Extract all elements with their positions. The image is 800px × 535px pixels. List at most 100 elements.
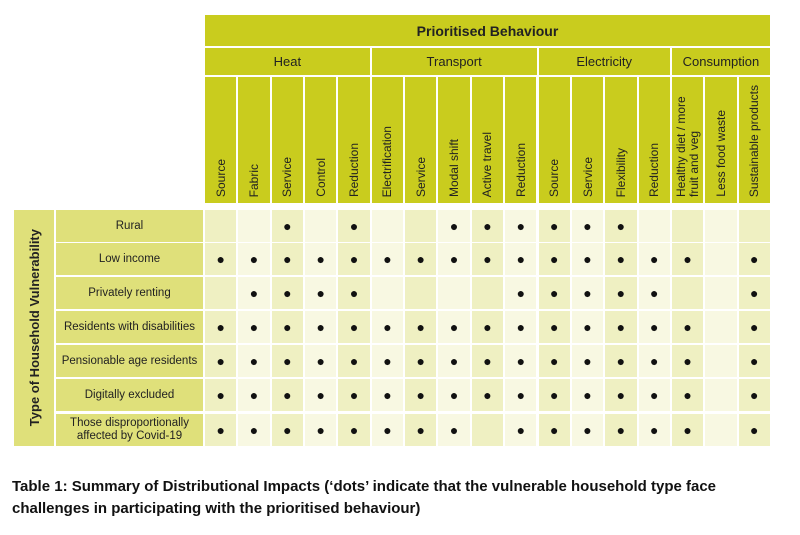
table-cell: ● [738, 345, 770, 377]
table-title: Prioritised Behaviour [416, 22, 559, 39]
impact-dot: ● [616, 251, 626, 267]
impact-dot: ● [683, 353, 692, 369]
impact-dot: ● [649, 422, 659, 438]
impact-dot: ● [249, 285, 259, 301]
column-header: Sustainable products [738, 77, 770, 203]
impact-dot: ● [750, 285, 759, 301]
impact-dot: ● [283, 218, 292, 234]
column-header-label: Source [213, 158, 228, 197]
impact-dot: ● [549, 353, 559, 369]
impact-dot: ● [516, 218, 526, 234]
table-cell: ● [438, 311, 470, 343]
row-label: Those disproportionally affected by Covi… [70, 417, 189, 442]
table-cell: ● [405, 311, 437, 343]
table-cell: ● [571, 311, 604, 343]
table-cell: ● [305, 414, 337, 446]
column-header-label: Flexibility [613, 147, 628, 197]
impact-dot: ● [349, 251, 359, 267]
column-header: Control [305, 77, 337, 203]
impact-dot: ● [283, 251, 292, 267]
impact-dot: ● [583, 353, 592, 369]
impact-dot: ● [750, 387, 759, 403]
table-cell: ● [638, 414, 670, 446]
table-cell: ● [205, 243, 237, 275]
table-cell: ● [238, 345, 270, 377]
table-cell [205, 210, 237, 242]
column-header-label: Active travel [480, 131, 495, 197]
column-header-label: Source [547, 158, 562, 197]
table-cell: ● [571, 210, 604, 242]
impact-dot: ● [483, 387, 492, 403]
column-header: Reduction [338, 77, 370, 203]
column-header: Less food waste [705, 77, 737, 203]
table-cell [671, 210, 704, 242]
impact-dot: ● [416, 251, 425, 267]
table-cell: ● [271, 379, 304, 411]
table-cell [371, 277, 404, 309]
table-cell: ● [738, 311, 770, 343]
row-label-cell: Low income [56, 243, 203, 275]
impact-dot: ● [449, 422, 459, 438]
table-cell: ● [738, 414, 770, 446]
table-cell: ● [338, 414, 370, 446]
impact-dot: ● [583, 218, 592, 234]
impact-dot: ● [216, 422, 225, 438]
column-header-label: Service [580, 156, 595, 197]
table-cell [705, 414, 737, 446]
table-caption: Table 1: Summary of Distributional Impac… [12, 478, 717, 517]
table-cell: ● [505, 277, 537, 309]
table-cell: ● [371, 311, 404, 343]
impact-dot: ● [249, 422, 259, 438]
table-cell [371, 210, 404, 242]
impact-dot: ● [516, 251, 526, 267]
impact-dot: ● [583, 251, 592, 267]
impact-dot: ● [283, 353, 292, 369]
table-cell: ● [371, 414, 404, 446]
table-cell [238, 210, 270, 242]
table-cell: ● [671, 379, 704, 411]
table-cell: ● [538, 210, 570, 242]
impact-dot: ● [349, 218, 359, 234]
impact-dot: ● [283, 319, 292, 335]
table-title-cell: Prioritised Behaviour [205, 15, 770, 46]
impact-dot: ● [216, 319, 225, 335]
side-title-cell: Type of Household Vulnerability [14, 210, 54, 446]
table-cell: ● [338, 345, 370, 377]
table-cell [705, 277, 737, 309]
column-header-label: Service [413, 156, 428, 197]
table-cell: ● [638, 311, 670, 343]
table-cell: ● [305, 243, 337, 275]
column-header-label: Reduction [347, 142, 362, 197]
impact-dot: ● [283, 285, 292, 301]
table-cell: ● [338, 210, 370, 242]
table-cell: ● [571, 414, 604, 446]
table-cell: ● [271, 311, 304, 343]
impact-dot: ● [416, 319, 425, 335]
table-cell: ● [271, 210, 304, 242]
impact-dot: ● [316, 285, 325, 301]
impact-dot: ● [616, 285, 626, 301]
impact-dot: ● [349, 387, 359, 403]
table-cell: ● [738, 243, 770, 275]
impact-dot: ● [683, 422, 692, 438]
column-header: Healthy diet / more fruit and veg [671, 77, 704, 203]
table-cell: ● [605, 277, 637, 309]
table-cell: ● [271, 345, 304, 377]
impact-dot: ● [549, 387, 559, 403]
table-cell: ● [405, 379, 437, 411]
group-header-label: Heat [273, 54, 302, 69]
impact-dot: ● [349, 353, 359, 369]
row-label-cell: Those disproportionally affected by Covi… [56, 414, 203, 446]
impact-dot: ● [216, 251, 225, 267]
impact-dot: ● [583, 285, 592, 301]
impact-dot: ● [383, 319, 392, 335]
table-cell: ● [505, 243, 537, 275]
table-cell: ● [205, 311, 237, 343]
impact-dot: ● [649, 387, 659, 403]
column-header-label: Electrification [380, 125, 395, 197]
table-cell: ● [238, 243, 270, 275]
impact-dot: ● [616, 422, 626, 438]
table-cell: ● [638, 379, 670, 411]
column-header: Service [571, 77, 604, 203]
column-header: Reduction [638, 77, 670, 203]
